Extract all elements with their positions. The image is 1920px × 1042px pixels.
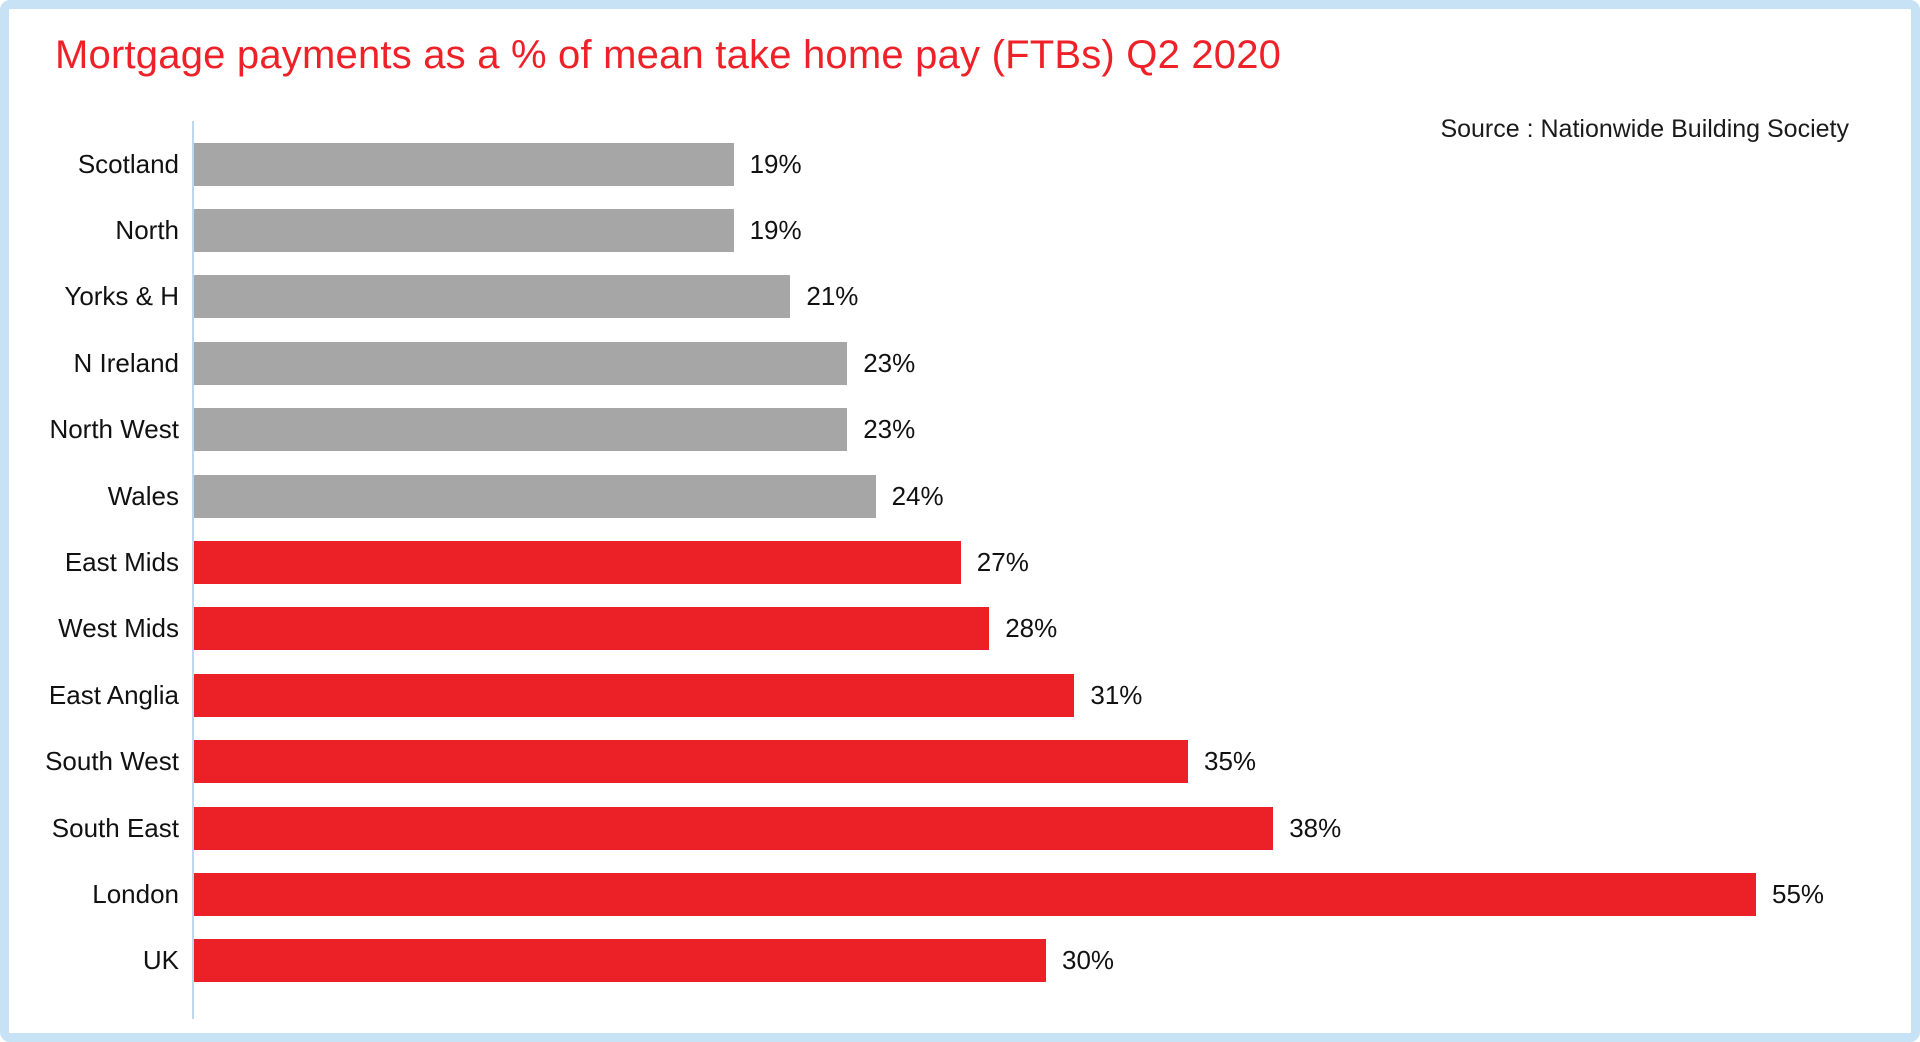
source-attribution: Source : Nationwide Building Society bbox=[1440, 115, 1849, 143]
bar bbox=[194, 341, 848, 385]
category-label: East Anglia bbox=[48, 679, 179, 710]
chart-row: South West 35% bbox=[29, 729, 1881, 795]
bar-area: 23% bbox=[194, 330, 1881, 396]
value-label: 28% bbox=[1005, 613, 1058, 644]
category-label: Yorks & H bbox=[64, 281, 179, 312]
chart-row: East Mids 27% bbox=[29, 529, 1881, 595]
chart-row: East Anglia 31% bbox=[29, 662, 1881, 728]
bar-area: 19% bbox=[194, 131, 1881, 197]
bar bbox=[194, 939, 1046, 983]
value-label: 38% bbox=[1289, 812, 1342, 843]
chart-row: West Mids 28% bbox=[29, 596, 1881, 662]
bar-area: 38% bbox=[194, 795, 1881, 861]
bar bbox=[194, 872, 1756, 916]
category-label: South East bbox=[51, 812, 179, 843]
chart-row: N Ireland 23% bbox=[29, 330, 1881, 396]
category-label: London bbox=[92, 878, 179, 909]
category-label: UK bbox=[142, 945, 179, 976]
bar bbox=[194, 607, 990, 651]
value-label: 24% bbox=[891, 480, 944, 511]
chart-row: London 55% bbox=[29, 861, 1881, 927]
bar-area: 23% bbox=[194, 397, 1881, 463]
bar-area: 35% bbox=[194, 729, 1881, 795]
chart-row: North 19% bbox=[29, 197, 1881, 263]
value-label: 19% bbox=[749, 148, 802, 179]
value-label: 35% bbox=[1204, 746, 1257, 777]
value-label: 23% bbox=[863, 414, 916, 445]
bar bbox=[194, 209, 734, 253]
bar bbox=[194, 541, 961, 585]
bar-area: 28% bbox=[194, 596, 1881, 662]
bar-chart: Scotland 19% North 19% Yorks & H 21% N Ireland… bbox=[29, 131, 1881, 994]
bar-area: 31% bbox=[194, 662, 1881, 728]
bar-area: 27% bbox=[194, 529, 1881, 595]
category-label: Wales bbox=[107, 480, 179, 511]
category-label: Scotland bbox=[77, 148, 179, 179]
bar-area: 21% bbox=[194, 264, 1881, 330]
value-label: 55% bbox=[1772, 878, 1825, 909]
value-label: 19% bbox=[749, 215, 802, 246]
chart-row: Yorks & H 21% bbox=[29, 264, 1881, 330]
category-label: N Ireland bbox=[73, 347, 180, 378]
bar bbox=[194, 408, 848, 452]
bar-area: 24% bbox=[194, 463, 1881, 529]
chart-row: South East 38% bbox=[29, 795, 1881, 861]
category-label: South West bbox=[45, 746, 179, 777]
category-label: East Mids bbox=[64, 547, 179, 578]
chart-row: Wales 24% bbox=[29, 463, 1881, 529]
bar-area: 19% bbox=[194, 197, 1881, 263]
bar-area: 30% bbox=[194, 928, 1881, 994]
value-label: 31% bbox=[1090, 679, 1143, 710]
bar bbox=[194, 673, 1075, 717]
bar-area: 55% bbox=[194, 861, 1881, 927]
value-label: 30% bbox=[1062, 945, 1115, 976]
chart-row: Scotland 19% bbox=[29, 131, 1881, 197]
bar bbox=[194, 806, 1274, 850]
value-label: 23% bbox=[863, 347, 916, 378]
bar bbox=[194, 740, 1188, 784]
value-label: 21% bbox=[806, 281, 859, 312]
y-axis-line bbox=[192, 121, 194, 1019]
chart-row: UK 30% bbox=[29, 928, 1881, 994]
category-label: North bbox=[115, 215, 179, 246]
chart-row: North West 23% bbox=[29, 397, 1881, 463]
category-label: North West bbox=[49, 414, 179, 445]
bar bbox=[194, 275, 791, 319]
chart-title: Mortgage payments as a % of mean take ho… bbox=[55, 33, 1282, 77]
bar bbox=[194, 474, 876, 518]
value-label: 27% bbox=[976, 547, 1029, 578]
bar bbox=[194, 142, 734, 186]
category-label: West Mids bbox=[58, 613, 179, 644]
